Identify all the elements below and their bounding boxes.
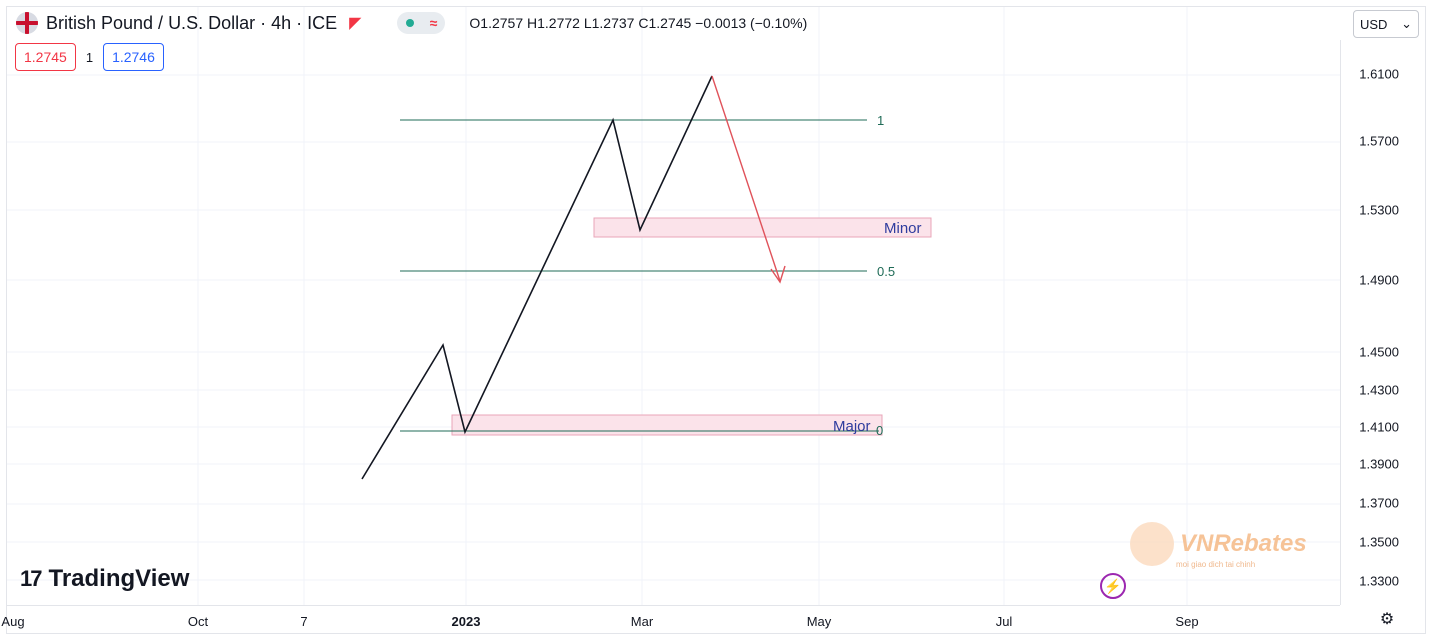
currency-value: USD: [1360, 16, 1388, 32]
projection-arrow[interactable]: [711, 75, 781, 282]
minor-zone-label: Minor: [884, 220, 922, 237]
settings-icon[interactable]: ⚙: [1378, 610, 1396, 628]
price-tick: 1.5700: [1359, 133, 1399, 149]
vnrebates-logo-icon: [1130, 522, 1174, 566]
price-axis[interactable]: 1.6100 1.5700 1.5300 1.4900 1.4500 1.430…: [1340, 40, 1421, 605]
time-tick: Mar: [630, 614, 654, 629]
market-open-dot-icon: [405, 19, 414, 27]
tradingview-wordmark: TradingView: [48, 565, 190, 592]
price-tick: 1.4900: [1359, 272, 1399, 288]
vnrebates-watermark: VNRebates moi giao dich tai chinh: [1130, 522, 1307, 569]
trade-panel: 1.2745 1 1.2746: [15, 43, 164, 71]
chart-frame: [6, 6, 1426, 634]
gear-icon: ⚙: [1379, 611, 1395, 628]
chart-area[interactable]: 1 0.5 0 Minor Major: [7, 7, 1340, 605]
tradingview-mark-icon: 17: [20, 566, 43, 591]
tradingview-logo[interactable]: 17 TradingView: [20, 565, 189, 593]
price-tick: 1.3700: [1359, 495, 1399, 511]
price-path[interactable]: [361, 75, 713, 480]
fib-label-0: 0: [876, 423, 883, 438]
buy-button[interactable]: 1.2746: [103, 43, 164, 71]
time-tick: Aug: [1, 614, 25, 629]
quantity-display: 1: [85, 49, 94, 65]
time-tick: Oct: [187, 614, 209, 629]
market-status-pill[interactable]: ≈: [397, 12, 446, 34]
time-tick: 7: [300, 614, 308, 629]
arrow-head: [770, 265, 786, 284]
price-tick: 1.6100: [1359, 66, 1399, 82]
bolt-glyph: ⚡: [1104, 577, 1122, 594]
price-tick: 1.4300: [1359, 382, 1399, 398]
fib-label-1: 1: [877, 113, 884, 128]
symbol-legend: British Pound / U.S. Dollar · 4h · ICE ◤…: [16, 12, 807, 34]
time-axis[interactable]: Aug Oct 7 2023 Mar May Jul Sep: [1, 605, 1340, 634]
ohlc-values: O1.2757 H1.2772 L1.2737 C1.2745 −0.0013 …: [469, 15, 808, 31]
price-tick: 1.3300: [1359, 573, 1399, 589]
sell-button[interactable]: 1.2745: [15, 43, 76, 71]
drawing-layer[interactable]: 1 0.5 0 Minor Major: [7, 7, 1340, 605]
major-zone-label: Major: [833, 418, 871, 435]
price-tick: 1.3900: [1359, 456, 1399, 472]
chevron-down-icon: ⌄: [1401, 16, 1412, 31]
time-tick: May: [806, 614, 832, 629]
price-tick: 1.4500: [1359, 344, 1399, 360]
time-tick: Jul: [995, 614, 1013, 629]
fib-label-0-5: 0.5: [877, 264, 895, 279]
grid: [7, 7, 1340, 605]
delayed-data-icon: ≈: [429, 15, 438, 31]
watermark-tagline: moi giao dich tai chinh: [1176, 560, 1256, 569]
time-tick: 2023: [451, 614, 481, 629]
major-zone[interactable]: [451, 414, 883, 436]
gbp-usd-flag-icon: [16, 12, 38, 34]
time-tick: Sep: [1175, 614, 1199, 629]
flag-marker-icon[interactable]: ◤: [349, 15, 362, 32]
price-tick: 1.4100: [1359, 419, 1399, 435]
price-tick: 1.3500: [1359, 534, 1399, 550]
price-tick: 1.5300: [1359, 202, 1399, 218]
watermark-text: VNRebates: [1180, 530, 1307, 557]
currency-selector[interactable]: USD ⌄: [1353, 10, 1419, 38]
symbol-title[interactable]: British Pound / U.S. Dollar · 4h · ICE: [46, 12, 338, 33]
bolt-icon[interactable]: ⚡: [1100, 573, 1126, 599]
